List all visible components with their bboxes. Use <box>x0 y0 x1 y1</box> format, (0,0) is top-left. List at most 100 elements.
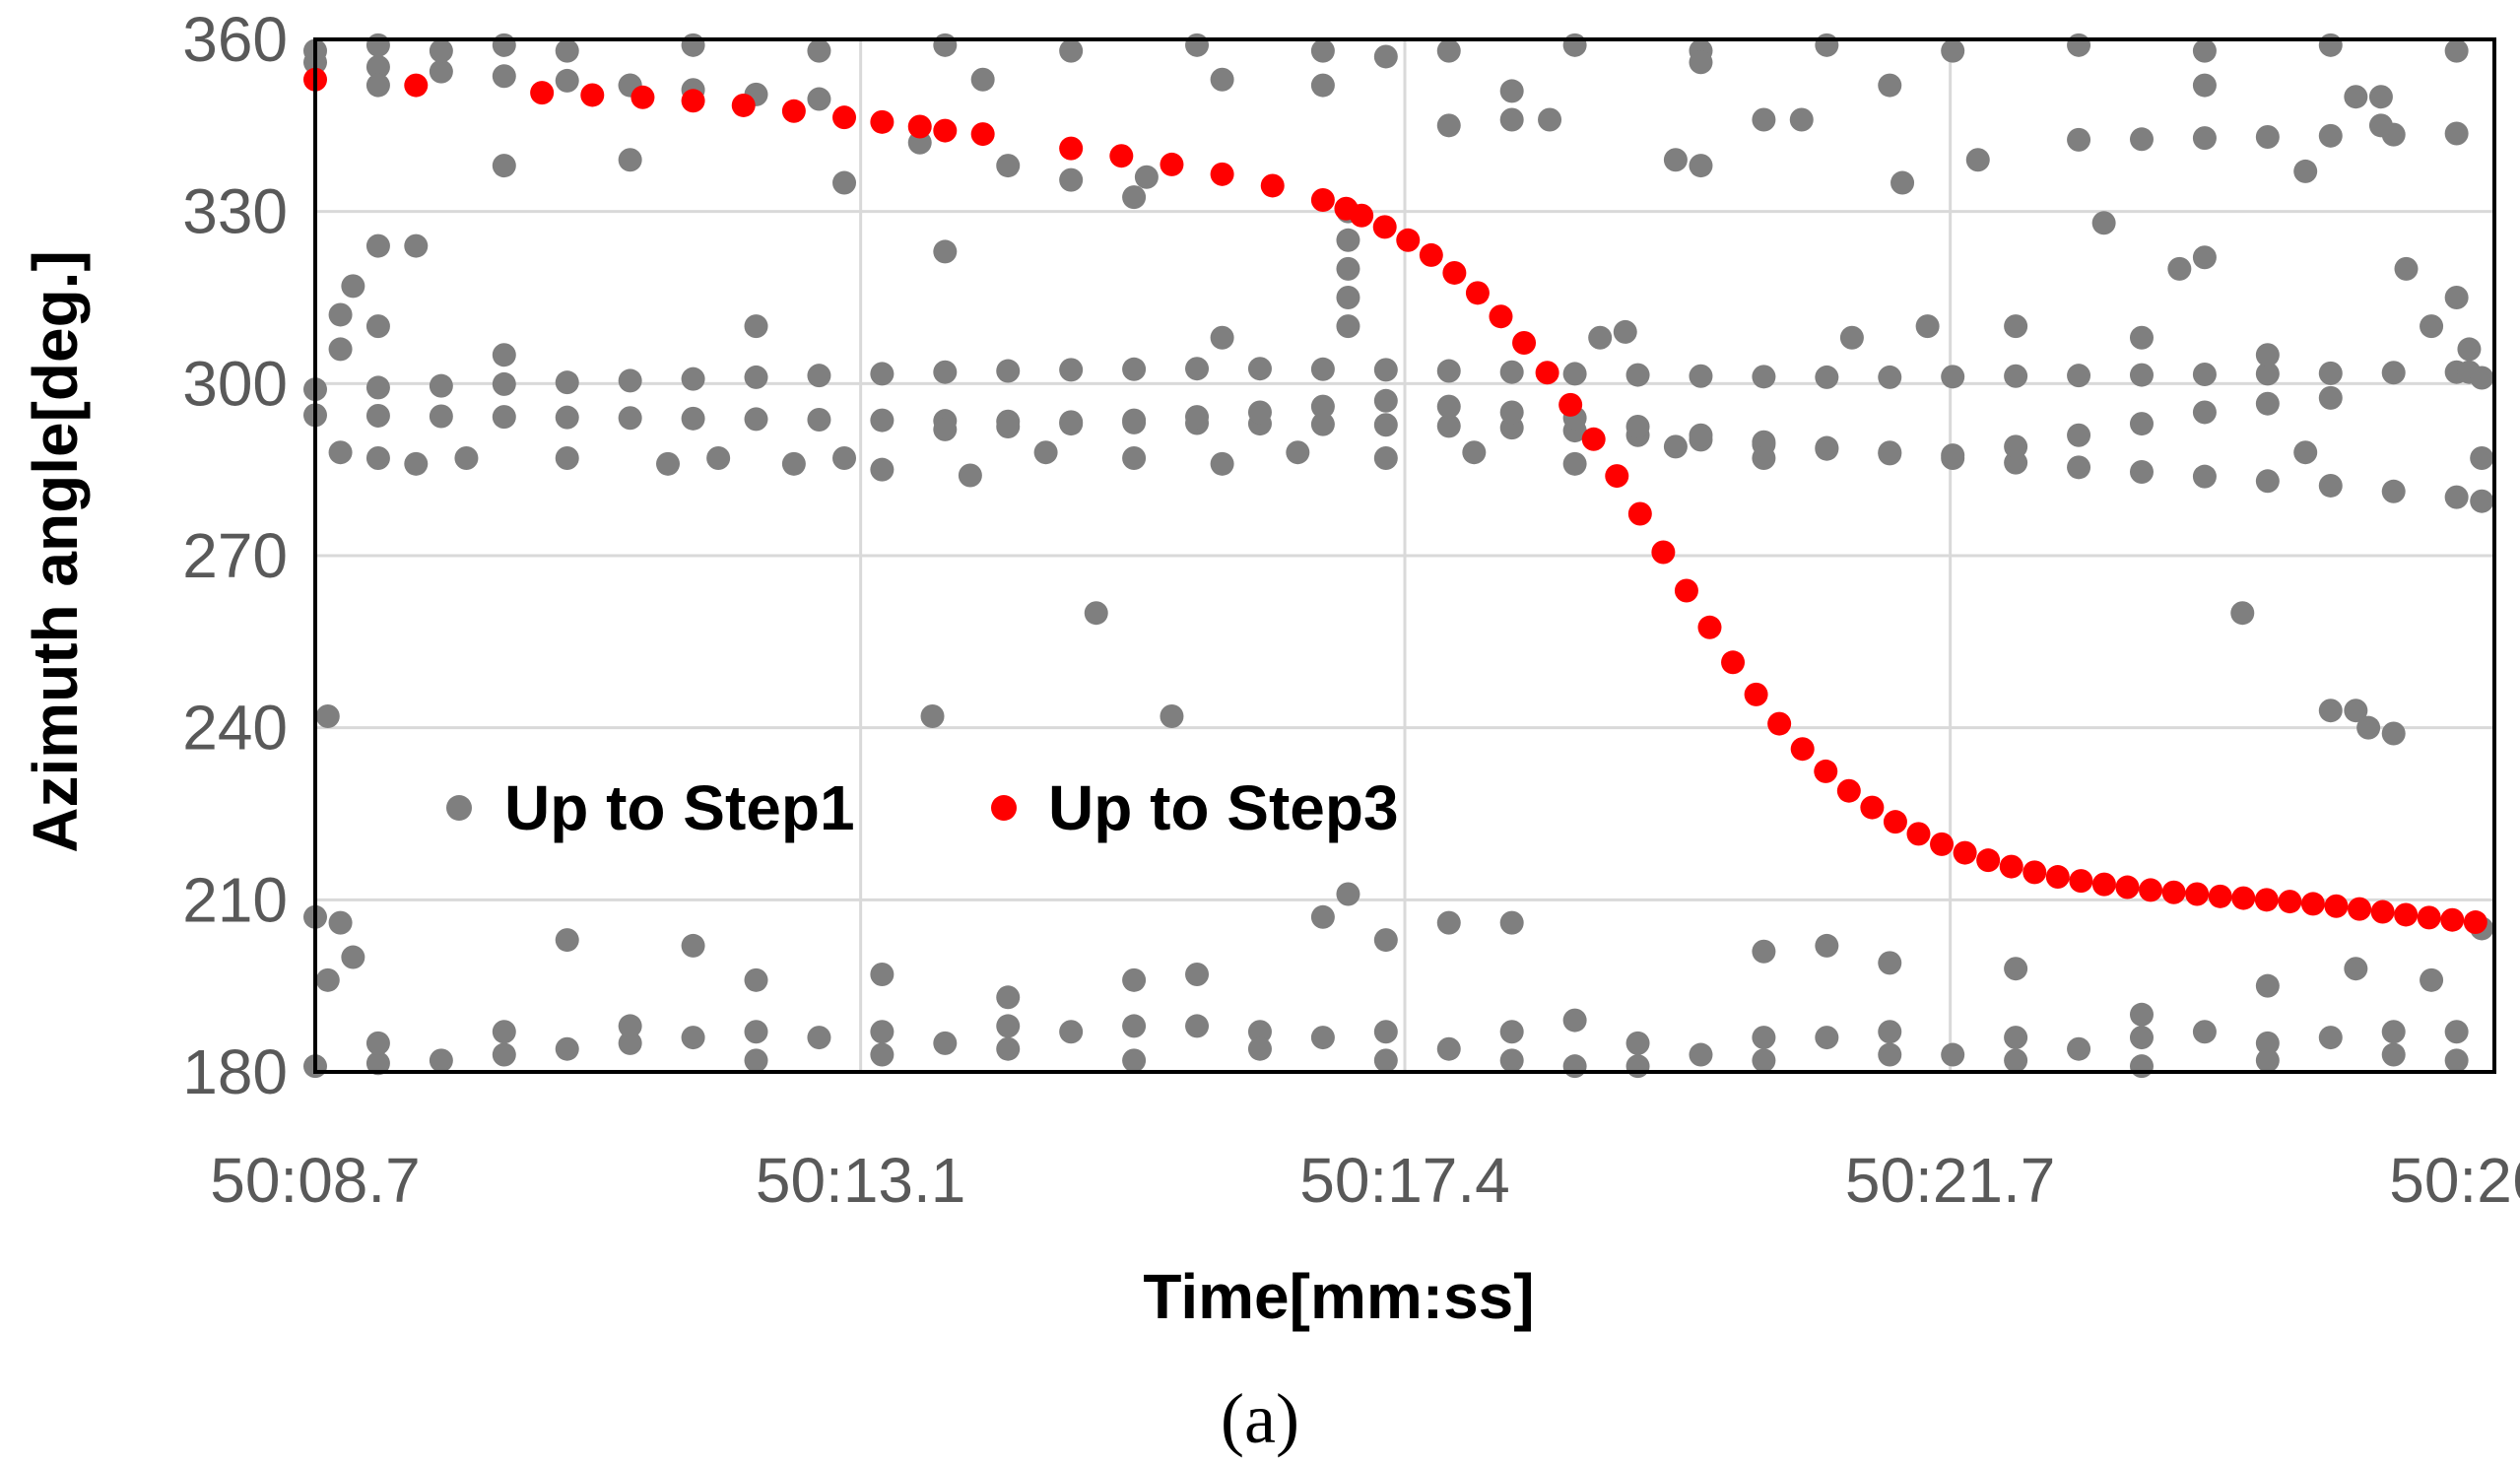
data-point-up-to-step1 <box>1059 167 1084 192</box>
data-point-up-to-step1 <box>2381 479 2406 503</box>
data-point-up-to-step1 <box>1815 33 1839 57</box>
data-point-up-to-step1 <box>2318 473 2343 498</box>
data-point-up-to-step3 <box>1396 228 1421 252</box>
data-point-up-to-step3 <box>2185 882 2210 906</box>
data-point-up-to-step1 <box>1499 1020 1524 1044</box>
data-point-up-to-step1 <box>996 985 1021 1010</box>
data-point-up-to-step1 <box>2344 957 2368 981</box>
data-point-up-to-step1 <box>681 1026 705 1050</box>
data-point-up-to-step1 <box>1336 314 1360 339</box>
data-point-up-to-step3 <box>2139 878 2163 902</box>
data-point-up-to-step3 <box>1674 578 1698 603</box>
data-point-up-to-step1 <box>1310 904 1335 929</box>
data-point-up-to-step1 <box>2129 1054 2154 1079</box>
data-point-up-to-step1 <box>2192 1020 2217 1044</box>
data-point-up-to-step1 <box>2192 245 2217 270</box>
x-tick-label: 50:08.7 <box>210 1145 421 1216</box>
data-point-up-to-step1 <box>2444 1048 2469 1073</box>
data-point-up-to-step1 <box>429 373 453 398</box>
data-point-up-to-step3 <box>2069 869 2093 894</box>
data-point-up-to-step1 <box>492 64 516 89</box>
data-point-up-to-step3 <box>1883 810 1907 834</box>
data-point-up-to-step3 <box>2115 875 2140 900</box>
data-point-up-to-step1 <box>2255 973 2280 998</box>
data-point-up-to-step1 <box>365 375 390 400</box>
data-point-up-to-step1 <box>492 154 516 178</box>
data-point-up-to-step1 <box>2420 314 2444 339</box>
data-point-up-to-step3 <box>681 89 705 113</box>
x-tick-labels: 50:08.7 50:13.1 50:17.4 50:21.7 50:26.0 <box>210 1145 2520 1216</box>
data-point-up-to-step1 <box>681 33 705 57</box>
y-tick-label: 270 <box>182 520 288 591</box>
data-point-up-to-step1 <box>2318 361 2343 385</box>
data-point-up-to-step1 <box>365 233 390 258</box>
data-point-up-to-step1 <box>1625 415 1650 438</box>
data-point-up-to-step1 <box>2444 286 2469 309</box>
data-point-up-to-step1 <box>2444 121 2469 146</box>
data-point-up-to-step1 <box>315 967 340 992</box>
data-point-up-to-step1 <box>1286 440 1310 465</box>
data-point-up-to-step1 <box>555 405 579 430</box>
data-point-up-to-step1 <box>365 403 390 428</box>
data-point-up-to-step1 <box>1436 113 1461 138</box>
data-point-up-to-step1 <box>2255 1048 2280 1073</box>
data-point-up-to-step1 <box>365 446 390 471</box>
data-point-up-to-step3 <box>1581 427 1606 451</box>
data-point-up-to-step1 <box>1815 435 1839 460</box>
data-point-up-to-step1 <box>1789 107 1814 132</box>
data-point-up-to-step1 <box>832 170 857 195</box>
data-point-up-to-step1 <box>1689 423 1713 447</box>
data-point-up-to-step1 <box>1310 1026 1335 1050</box>
data-point-up-to-step1 <box>365 1031 390 1055</box>
data-point-up-to-step1 <box>1122 408 1147 433</box>
data-point-up-to-step1 <box>2129 1026 2154 1050</box>
data-point-up-to-step1 <box>1185 963 1210 987</box>
data-point-up-to-step3 <box>1350 203 1374 228</box>
data-point-up-to-step1 <box>2368 85 2393 109</box>
series-up-to-step1-points <box>303 33 2494 1079</box>
data-point-up-to-step1 <box>2381 721 2406 746</box>
data-point-up-to-step1 <box>681 406 705 431</box>
data-point-up-to-step3 <box>933 118 958 143</box>
data-point-up-to-step1 <box>1436 394 1461 419</box>
data-point-up-to-step1 <box>996 1014 1021 1038</box>
data-point-up-to-step1 <box>2368 113 2393 138</box>
data-point-up-to-step1 <box>1122 446 1147 471</box>
data-point-up-to-step1 <box>618 368 642 393</box>
data-point-up-to-step1 <box>1310 38 1335 63</box>
data-point-up-to-step1 <box>1663 148 1688 172</box>
data-point-up-to-step1 <box>365 314 390 339</box>
data-point-up-to-step3 <box>630 85 655 109</box>
data-point-up-to-step1 <box>1336 256 1360 281</box>
data-point-up-to-step3 <box>2394 902 2419 927</box>
data-point-up-to-step1 <box>2318 385 2343 410</box>
legend-label-up-to-step3: Up to Step3 <box>1048 772 1399 843</box>
data-point-up-to-step1 <box>1878 73 1902 98</box>
data-point-up-to-step1 <box>1562 451 1587 476</box>
data-point-up-to-step1 <box>1122 1014 1147 1038</box>
data-point-up-to-step1 <box>832 446 857 471</box>
data-point-up-to-step1 <box>2129 127 2154 152</box>
data-point-up-to-step1 <box>1499 107 1524 132</box>
data-point-up-to-step3 <box>2023 860 2047 885</box>
data-point-up-to-step1 <box>2381 1020 2406 1044</box>
data-point-up-to-step1 <box>744 365 768 389</box>
data-point-up-to-step1 <box>1373 358 1398 382</box>
data-point-up-to-step1 <box>870 457 895 482</box>
data-point-up-to-step3 <box>2278 890 2302 914</box>
data-point-up-to-step3 <box>404 73 429 98</box>
data-point-up-to-step1 <box>1562 1008 1587 1033</box>
data-point-up-to-step1 <box>1033 440 1058 465</box>
data-point-up-to-step1 <box>807 87 831 111</box>
data-point-up-to-step1 <box>870 1020 895 1044</box>
data-point-up-to-step1 <box>1373 1020 1398 1044</box>
data-point-up-to-step3 <box>2231 886 2256 910</box>
data-point-up-to-step1 <box>2067 423 2091 447</box>
data-point-up-to-step1 <box>2255 343 2280 367</box>
data-point-up-to-step1 <box>1499 400 1524 425</box>
data-point-up-to-step1 <box>1247 1020 1272 1044</box>
data-point-up-to-step1 <box>1059 358 1084 382</box>
data-point-up-to-step1 <box>618 1031 642 1055</box>
data-point-up-to-step1 <box>2394 256 2419 281</box>
data-point-up-to-step1 <box>2067 1036 2091 1061</box>
